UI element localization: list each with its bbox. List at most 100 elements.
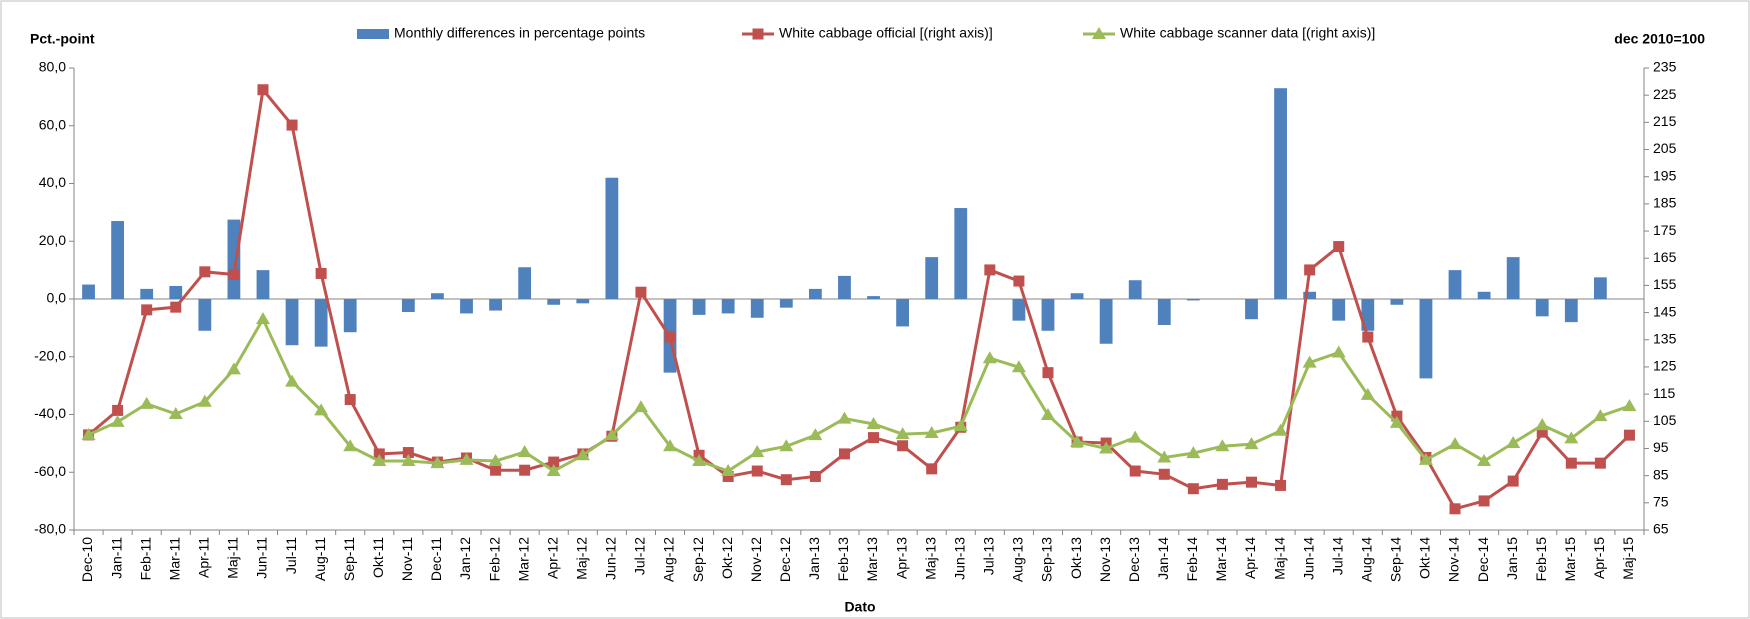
- marker: [1099, 441, 1114, 454]
- marker: [1331, 345, 1346, 358]
- marker: [1535, 418, 1550, 431]
- marker: [982, 351, 997, 364]
- bar: [1274, 88, 1287, 300]
- marker: [838, 448, 850, 460]
- y-tick-label: 20,0: [39, 232, 66, 248]
- marker: [866, 417, 881, 430]
- y2-tick-label: 165: [1653, 249, 1677, 265]
- marker: [459, 452, 474, 465]
- x-tick-label: Apr-14: [1242, 537, 1258, 579]
- bar: [1506, 257, 1520, 299]
- x-tick-label: Sep-14: [1388, 537, 1404, 582]
- x-tick-label: Mar-15: [1562, 537, 1578, 582]
- bar: [460, 299, 473, 314]
- bar: [721, 299, 735, 314]
- x-tick-label: Jan-13: [806, 537, 822, 580]
- marker: [604, 428, 619, 441]
- bar: [1303, 291, 1317, 299]
- marker: [402, 447, 414, 459]
- marker: [170, 301, 182, 313]
- bar: [489, 299, 502, 311]
- x-tick-label: Jul-13: [981, 537, 997, 575]
- x-tick-label: Okt-12: [719, 537, 735, 579]
- marker: [1246, 476, 1257, 488]
- bar: [1593, 277, 1607, 299]
- x-tick-label: Aug-14: [1358, 537, 1374, 582]
- marker: [1042, 367, 1054, 379]
- bar: [808, 288, 822, 299]
- x-tick-label: Feb-14: [1184, 537, 1200, 582]
- bar: [82, 284, 95, 299]
- marker: [548, 456, 560, 468]
- x-tick-label: Mar-13: [864, 537, 880, 582]
- y2-tick-label: 95: [1653, 439, 1669, 455]
- x-tick-label: Dec-11: [428, 537, 444, 581]
- x-tick-label: Jul-11: [283, 537, 299, 574]
- bar: [925, 257, 939, 299]
- x-tick-label: Nov-13: [1097, 537, 1113, 582]
- y2-tick-label: 195: [1653, 167, 1677, 183]
- bar: [285, 299, 299, 346]
- bar: [1186, 299, 1200, 301]
- marker: [924, 425, 939, 438]
- bar: [314, 299, 328, 347]
- marker: [984, 264, 996, 276]
- y2-tick-label: 225: [1653, 86, 1677, 102]
- bar: [401, 299, 415, 312]
- marker: [199, 266, 211, 278]
- bar: [1564, 299, 1578, 323]
- x-tick-label: Apr-12: [544, 537, 560, 579]
- marker: [1013, 275, 1025, 287]
- x-tick-label: Jan-12: [457, 537, 473, 580]
- marker: [226, 362, 241, 375]
- bar: [431, 293, 444, 299]
- bar: [547, 299, 561, 305]
- marker: [1506, 436, 1521, 449]
- x-tick-label: Jun-11: [254, 537, 270, 579]
- marker: [286, 119, 298, 131]
- y2-tick-label: 175: [1653, 222, 1677, 238]
- x-tick-label: Maj-12: [573, 537, 589, 580]
- bar: [867, 296, 880, 299]
- marker: [1565, 457, 1577, 469]
- y-tick-label: -60,0: [34, 463, 66, 479]
- bar: [343, 299, 357, 333]
- bar: [1099, 299, 1113, 344]
- marker: [1092, 27, 1106, 39]
- marker: [1360, 387, 1375, 400]
- x-tick-label: Feb-12: [486, 537, 502, 582]
- bar: [779, 299, 793, 308]
- marker: [663, 439, 678, 452]
- x-tick-label: Dec-14: [1475, 537, 1491, 582]
- marker: [1275, 479, 1287, 491]
- bar: [1332, 299, 1346, 321]
- legend-swatch: [357, 29, 389, 39]
- line: [87, 86, 1631, 511]
- y2-tick-label: 215: [1653, 113, 1677, 129]
- marker: [1507, 475, 1519, 487]
- bar: [1245, 299, 1258, 320]
- x-tick-label: Apr-11: [196, 537, 212, 578]
- x-tick-label: Sep-12: [690, 537, 706, 582]
- legend-label: Monthly differences in percentage points: [394, 25, 645, 41]
- marker: [1273, 423, 1288, 436]
- y2-tick-label: 85: [1653, 466, 1669, 482]
- marker: [343, 439, 358, 452]
- marker: [1594, 457, 1606, 469]
- y2-tick-label: 155: [1653, 276, 1677, 292]
- marker: [519, 464, 531, 476]
- marker: [255, 312, 270, 325]
- marker: [1448, 437, 1463, 450]
- marker: [1186, 446, 1201, 459]
- x-tick-label: Jun-14: [1300, 537, 1316, 580]
- marker: [722, 470, 734, 482]
- y-axis-title: Pct.-point: [30, 31, 95, 47]
- marker: [1215, 439, 1230, 452]
- bar: [954, 208, 968, 299]
- x-tick-label: Sep-13: [1039, 537, 1055, 582]
- bar: [111, 221, 125, 299]
- y2-tick-label: 105: [1653, 412, 1677, 428]
- marker: [1011, 360, 1026, 373]
- marker: [197, 394, 212, 407]
- legend-label: White cabbage official [(right axis)]: [779, 25, 993, 41]
